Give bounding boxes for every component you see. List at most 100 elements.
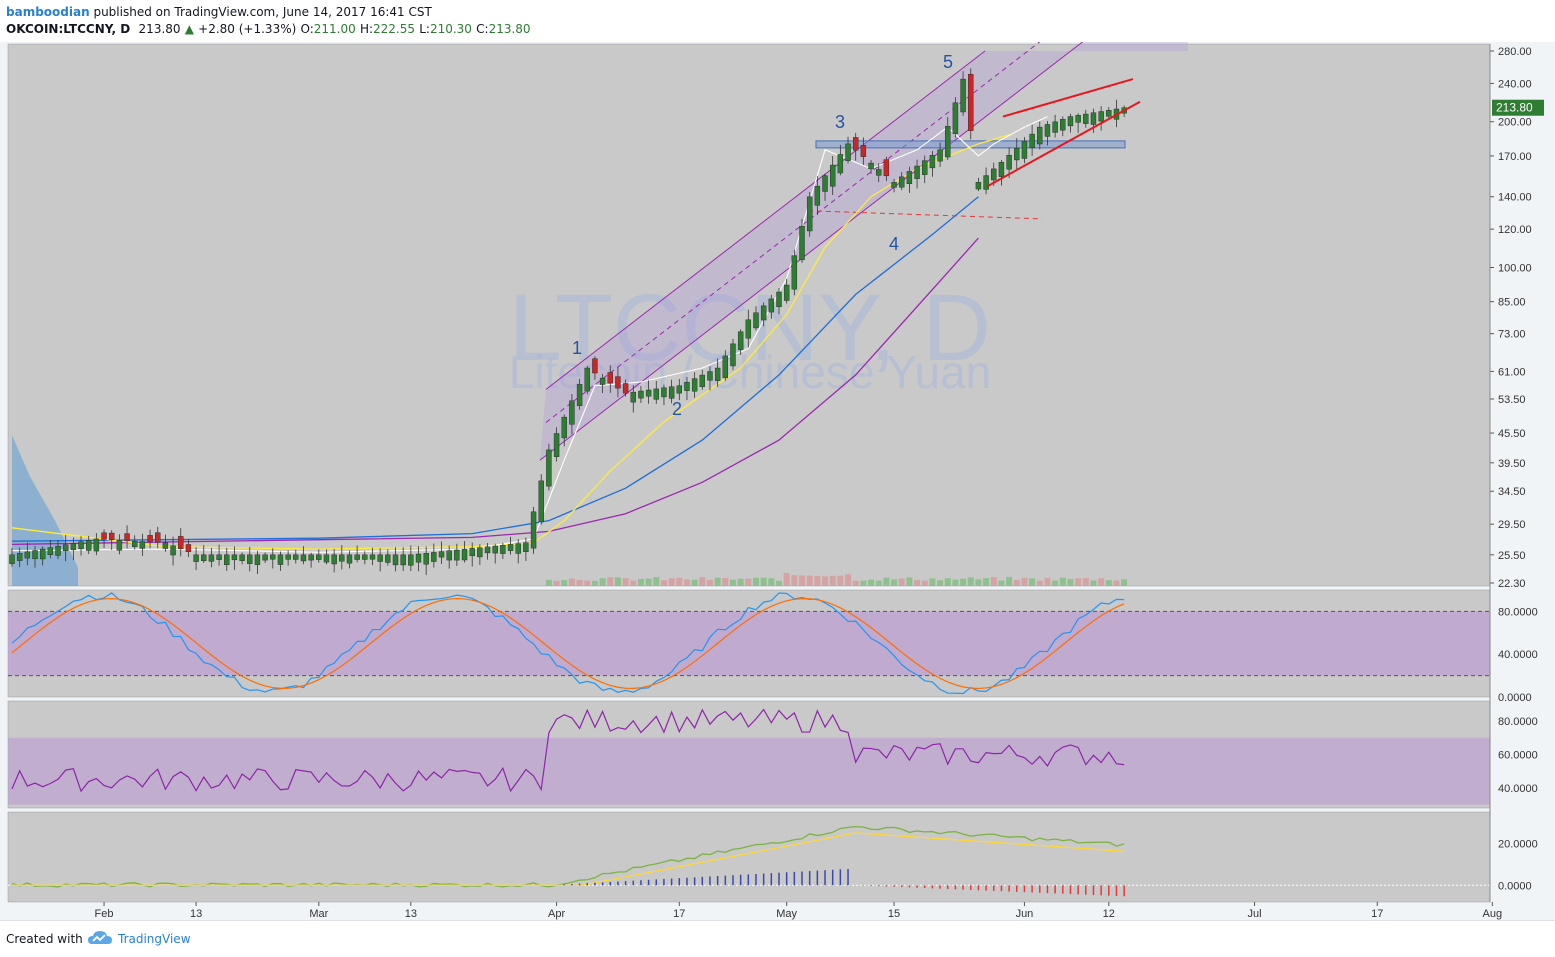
candle-body bbox=[906, 171, 913, 184]
candle-body bbox=[714, 367, 721, 381]
footer: Created with TradingView bbox=[0, 920, 1555, 957]
rsi-tick-label: 60.0000 bbox=[1498, 750, 1538, 762]
candle-body bbox=[469, 548, 475, 557]
candle-body bbox=[85, 540, 92, 551]
price-tick-label: 61.00 bbox=[1498, 366, 1526, 378]
candle-body bbox=[615, 376, 621, 389]
tradingview-cloud-icon bbox=[88, 931, 112, 944]
volume-bar bbox=[676, 577, 683, 586]
candle-body bbox=[346, 554, 353, 564]
candle-body bbox=[776, 291, 782, 308]
volume-bar bbox=[998, 580, 1005, 586]
candle-body bbox=[1106, 110, 1112, 117]
candle-body bbox=[806, 196, 813, 232]
candle-body bbox=[116, 540, 123, 551]
candle-body bbox=[630, 391, 636, 403]
stoch-k-line bbox=[11, 592, 1125, 695]
wave-label-1: 1 bbox=[572, 338, 582, 358]
volume-bar bbox=[760, 577, 767, 586]
candle-body bbox=[385, 554, 391, 563]
channel-upper bbox=[545, 50, 986, 390]
volume-bar bbox=[1059, 577, 1066, 586]
price-tick-label: 170.00 bbox=[1498, 151, 1532, 163]
candle-body bbox=[860, 145, 867, 157]
candle-body bbox=[254, 554, 261, 565]
candle-body bbox=[1037, 126, 1043, 145]
candle-body bbox=[484, 546, 491, 554]
candle-body bbox=[461, 548, 468, 561]
candle-body bbox=[216, 554, 222, 560]
volume-bar bbox=[921, 580, 928, 586]
volume-bar bbox=[1113, 580, 1120, 586]
time-tick-label: Aug bbox=[1483, 908, 1503, 920]
ohlc-line: OKCOIN:LTCCNY, D 213.80 ▲ +2.80 (+1.33%)… bbox=[6, 22, 531, 36]
time-tick-label: 12 bbox=[1103, 908, 1115, 920]
candle-body bbox=[1083, 113, 1089, 124]
candle-body bbox=[899, 176, 905, 188]
candle-body bbox=[170, 545, 176, 556]
symbol-label: OKCOIN:LTCCNY, D bbox=[6, 22, 131, 36]
close-value: 213.80 bbox=[488, 22, 531, 36]
last-price-tag-label: 213.80 bbox=[1496, 101, 1533, 115]
candle-body bbox=[868, 162, 874, 170]
rsi-band bbox=[8, 737, 1490, 805]
volume-bar bbox=[706, 579, 713, 586]
candle-body bbox=[178, 536, 184, 549]
price-tick-label: 22.30 bbox=[1498, 578, 1526, 590]
chart-canvas[interactable]: LTCCNY, D Litecoin / Chinese Yuan 12345 … bbox=[0, 42, 1555, 920]
time-tick-label: Jul bbox=[1248, 908, 1262, 920]
ema-blue bbox=[11, 196, 979, 542]
volume-bar bbox=[937, 580, 944, 586]
candle-body bbox=[1090, 112, 1097, 125]
candle-body bbox=[676, 385, 682, 394]
candle-body bbox=[753, 312, 759, 329]
publish-info: published on TradingView.com, June 14, 2… bbox=[93, 5, 432, 19]
price-tick-label: 85.00 bbox=[1498, 297, 1526, 309]
rsi-line bbox=[11, 708, 1125, 793]
candle-body bbox=[454, 549, 460, 561]
volume-bar bbox=[799, 575, 806, 586]
watermark: LTCCNY, D Litecoin / Chinese Yuan bbox=[509, 275, 992, 398]
volume-bar bbox=[722, 577, 729, 586]
rsi-pane bbox=[7, 700, 1491, 809]
candle-body bbox=[247, 554, 253, 564]
candle-body bbox=[369, 554, 376, 560]
candle-body bbox=[684, 381, 690, 391]
volume-bar bbox=[929, 578, 936, 586]
candle-body bbox=[791, 255, 798, 290]
candle-body bbox=[760, 305, 767, 321]
channel-lower bbox=[539, 42, 1084, 461]
candle-body bbox=[1029, 133, 1035, 149]
volume-bar bbox=[752, 577, 759, 586]
author-link[interactable]: bamboodian bbox=[6, 5, 90, 19]
candle-body bbox=[408, 554, 414, 566]
volume-bar bbox=[607, 577, 614, 586]
candle-body bbox=[653, 388, 659, 400]
volume-bar bbox=[860, 580, 867, 586]
high-label: H: bbox=[359, 22, 374, 36]
volume-bar bbox=[1044, 577, 1051, 586]
volume-bar bbox=[683, 579, 690, 586]
volume-bar bbox=[845, 574, 852, 586]
candle-body bbox=[239, 554, 245, 561]
candle-body bbox=[569, 400, 575, 425]
volume-bar bbox=[745, 578, 752, 586]
open-value: 211.00 bbox=[313, 22, 356, 36]
price-tick-label: 120.00 bbox=[1498, 224, 1532, 236]
wave-label-3: 3 bbox=[835, 112, 845, 132]
candle-body bbox=[876, 169, 882, 176]
volume-profile bbox=[12, 435, 78, 586]
stoch-tick-label: 80.0000 bbox=[1498, 606, 1538, 618]
volume-bar bbox=[737, 578, 744, 586]
volume-bar bbox=[914, 580, 921, 586]
volume-bar bbox=[668, 578, 675, 586]
candle-body bbox=[699, 374, 705, 388]
volume-bar bbox=[898, 578, 905, 586]
tradingview-brand-link[interactable]: TradingView bbox=[118, 932, 191, 946]
price-tick-label: 45.50 bbox=[1498, 428, 1526, 440]
candle-body bbox=[155, 532, 161, 543]
candle-body bbox=[945, 126, 951, 158]
volume-bar bbox=[645, 578, 652, 586]
volume-bar bbox=[1105, 580, 1112, 586]
price-tick-label: 39.50 bbox=[1498, 458, 1526, 470]
